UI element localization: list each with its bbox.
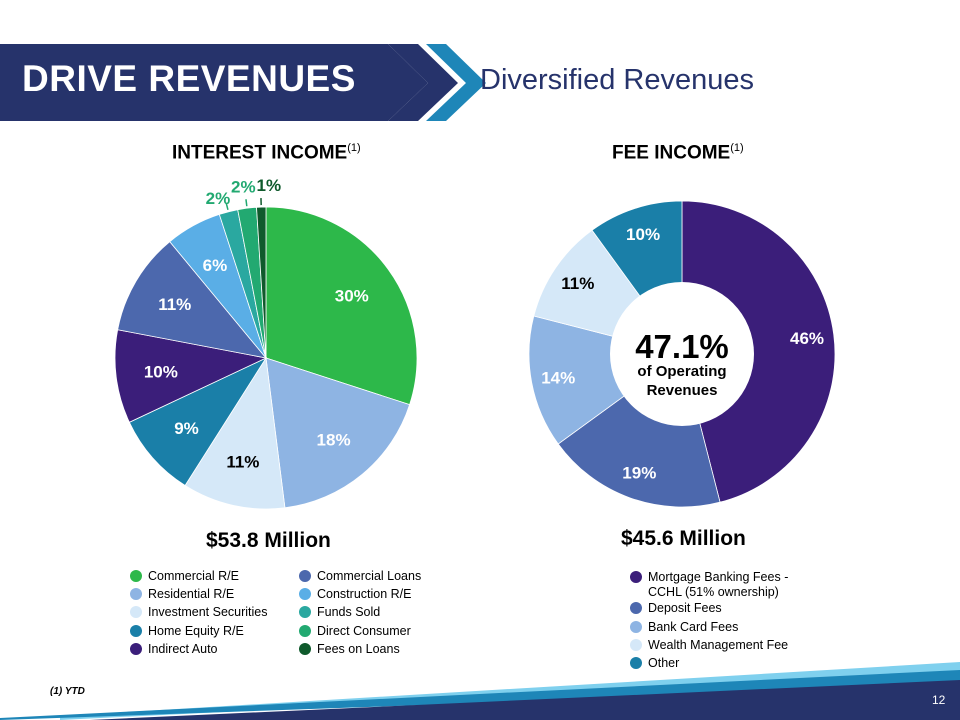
donut-hole	[610, 282, 754, 426]
data-label-investment-securities: 11%	[226, 452, 259, 471]
legend-label: Bank Card Fees	[648, 620, 739, 634]
legend-label: Investment Securities	[148, 605, 268, 619]
legend-swatch	[299, 588, 311, 600]
legend-label-line-1: Mortgage Banking Fees -	[648, 570, 789, 584]
legend-label: Other	[648, 656, 680, 670]
pie-slice-residential-r-e	[265, 357, 411, 509]
legend-label: Fees on Loans	[317, 642, 400, 656]
data-label-funds-sold: 2%	[206, 189, 231, 208]
interest-income-title-text: INTEREST INCOME	[172, 142, 348, 164]
legend-swatch	[299, 570, 311, 582]
fee-income-title-text: FEE INCOME	[612, 142, 731, 164]
interest-income-title-footnote: (1)	[347, 142, 361, 154]
legend-label: Funds Sold	[317, 605, 381, 619]
legend-label: Commercial Loans	[317, 569, 422, 583]
legend-swatch	[630, 639, 642, 651]
header-chevron-1	[388, 44, 458, 121]
data-label-deposit-fees: 19%	[622, 464, 656, 483]
data-label-fees-on-loans: 1%	[257, 176, 282, 195]
data-label-home-equity-r-e: 9%	[174, 419, 199, 438]
fee-center-value: 47.1%	[635, 328, 729, 365]
pie-slice-fees-on-loans	[256, 206, 267, 359]
fee-center-text-line-2: Revenues	[646, 382, 718, 399]
data-label-indirect-auto: 10%	[144, 362, 178, 381]
data-label-commercial-r-e: 30%	[335, 287, 369, 306]
data-label-residential-r-e: 18%	[317, 431, 351, 450]
footer-stripe-cyan	[0, 670, 960, 720]
fee-center-text: of Operating Revenues	[600, 362, 764, 400]
leader-line-direct-consumer	[245, 199, 248, 207]
fee-income-pie: 46% 19% 14% 11% 10%	[528, 200, 836, 508]
legend-swatch	[130, 643, 142, 655]
data-label-mortgage-banking-fees-cchl-51-ownership: 46%	[790, 329, 824, 348]
fee-income-title: FEE INCOME(1)	[612, 142, 744, 164]
interest-income-total: $53.8 Million	[206, 529, 331, 552]
legend-label: Direct Consumer	[317, 624, 411, 638]
pie-slice-investment-securities	[184, 356, 286, 510]
data-label-other: 10%	[626, 225, 660, 244]
legend-label: Deposit Fees	[648, 601, 722, 615]
legend-swatch	[630, 657, 642, 669]
legend-swatch	[630, 621, 642, 633]
legend-swatch	[130, 625, 142, 637]
fee-income-title-footnote: (1)	[730, 142, 744, 154]
page-subtitle: Diversified Revenues	[480, 64, 755, 96]
data-label-wealth-management-fee: 11%	[561, 274, 594, 293]
pie-slice-mortgage-banking-fees-cchl-51-ownership	[681, 200, 836, 503]
header-chevron-2	[426, 44, 486, 121]
page-number: 12	[932, 693, 946, 707]
legend-label: Construction R/E	[317, 587, 412, 601]
pie-slice-commercial-loans	[117, 241, 268, 359]
legend-label: Residential R/E	[148, 587, 235, 601]
data-label-commercial-loans: 11%	[158, 295, 191, 314]
interest-income-pie: 30%18%11%9%10%11%6%2%2% 1%	[114, 176, 418, 510]
legend-swatch	[130, 570, 142, 582]
legend-label: Home Equity R/E	[148, 624, 244, 638]
legend-swatch	[130, 606, 142, 618]
data-label-bank-card-fees: 14%	[541, 369, 575, 388]
legend-swatch	[299, 606, 311, 618]
data-label-direct-consumer: 2%	[231, 177, 256, 196]
legend-label: Indirect Auto	[148, 642, 218, 656]
footnote: (1) YTD	[50, 686, 85, 697]
legend-swatch	[630, 571, 642, 583]
fee-income-total: $45.6 Million	[621, 527, 746, 550]
pie-slice-indirect-auto	[114, 329, 268, 423]
footer-band	[90, 680, 960, 720]
legend-label: Commercial R/E	[148, 569, 239, 583]
leader-line-funds-sold	[225, 202, 229, 210]
legend-swatch	[130, 588, 142, 600]
fee-center-text-line-1: of Operating	[637, 363, 727, 380]
legend-swatch	[299, 625, 311, 637]
legend-label-line-2: CCHL (51% ownership)	[648, 585, 779, 599]
interest-income-title: INTEREST INCOME(1)	[172, 142, 361, 164]
legend-label: Wealth Management Fee	[648, 638, 789, 652]
legend-swatch	[299, 643, 311, 655]
banner-title: DRIVE REVENUES	[22, 58, 356, 99]
header-banner	[0, 44, 428, 121]
legend-swatch	[630, 602, 642, 614]
data-label-construction-r-e: 6%	[203, 256, 228, 275]
pie-slice-home-equity-r-e	[128, 357, 268, 487]
pie-slice-commercial-r-e	[265, 206, 418, 406]
